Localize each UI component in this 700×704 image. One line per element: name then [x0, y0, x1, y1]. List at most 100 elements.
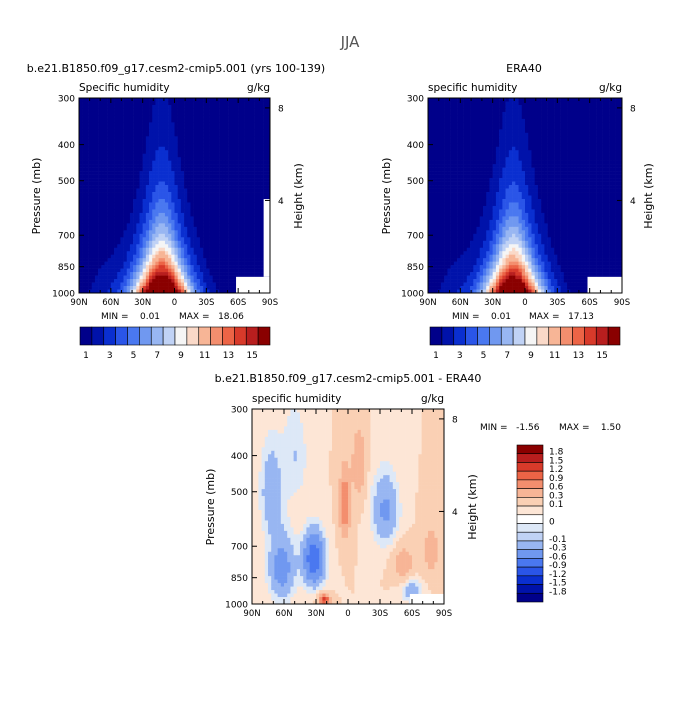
field-cell — [130, 105, 133, 109]
field-cell — [496, 126, 500, 130]
field-cell — [162, 168, 165, 172]
field-cell — [143, 269, 146, 273]
field-cell — [168, 223, 171, 227]
field-cell — [210, 119, 213, 123]
field-cell — [206, 223, 209, 227]
field-cell — [95, 140, 98, 144]
field-cell — [590, 112, 594, 116]
field-cell — [577, 171, 581, 175]
field-cell — [117, 108, 120, 112]
field-cell — [254, 164, 257, 168]
field-cell — [146, 175, 149, 179]
field-cell — [467, 185, 471, 189]
field-cell — [139, 262, 142, 266]
field-cell — [79, 206, 82, 210]
field-cell — [159, 154, 162, 158]
field-cell — [79, 272, 82, 276]
field-cell — [241, 175, 244, 179]
field-cell — [428, 182, 432, 186]
field-cell — [98, 213, 101, 217]
field-cell — [603, 108, 607, 112]
field-cell — [512, 119, 516, 123]
field-cell — [165, 258, 168, 262]
field-cell — [203, 199, 206, 203]
field-cell — [477, 129, 481, 133]
field-cell — [483, 140, 487, 144]
field-cell — [464, 161, 468, 165]
field-cell — [531, 175, 535, 179]
field-cell — [535, 164, 539, 168]
field-cell — [451, 150, 455, 154]
field-cell — [496, 122, 500, 126]
field-cell — [596, 171, 600, 175]
field-cell — [114, 115, 117, 119]
field-cell — [222, 133, 225, 137]
field-cell — [528, 154, 532, 158]
field-cell — [473, 136, 477, 140]
field-cell — [136, 209, 139, 213]
field-cell — [171, 237, 174, 241]
field-cell — [98, 196, 101, 200]
field-cell — [616, 164, 620, 168]
field-cell — [152, 140, 155, 144]
colorbar-box — [80, 327, 92, 345]
colorbar-label: 13 — [223, 351, 234, 361]
field-cell — [117, 182, 120, 186]
field-cell — [248, 262, 251, 266]
field-cell — [248, 196, 251, 200]
field-cell — [544, 175, 548, 179]
field-cell — [165, 133, 168, 137]
field-cell — [206, 126, 209, 130]
field-cell — [92, 220, 95, 224]
field-cell — [599, 98, 603, 102]
field-cell — [616, 108, 620, 112]
field-cell — [248, 230, 251, 234]
field-cell — [499, 157, 503, 161]
field-cell — [232, 283, 235, 287]
field-cell — [178, 168, 181, 172]
field-cell — [200, 286, 203, 290]
field-cell — [184, 129, 187, 133]
field-cell — [197, 126, 200, 130]
field-cell — [254, 255, 257, 259]
field-cell — [254, 185, 257, 189]
field-cell — [535, 171, 539, 175]
field-cell — [178, 185, 181, 189]
field-cell — [114, 101, 117, 105]
field-cell — [238, 98, 241, 102]
field-cell — [175, 157, 178, 161]
field-cell — [238, 209, 241, 213]
field-cell — [493, 168, 497, 172]
field-cell — [580, 171, 584, 175]
field-cell — [143, 182, 146, 186]
pressure-tick-label: 500 — [58, 177, 75, 187]
field-cell — [184, 230, 187, 234]
field-cell — [470, 119, 474, 123]
field-cell — [104, 251, 107, 255]
field-cell — [232, 143, 235, 147]
field-cell — [238, 154, 241, 158]
field-cell — [114, 230, 117, 234]
field-cell — [509, 157, 513, 161]
field-cell — [159, 161, 162, 165]
field-cell — [89, 129, 92, 133]
field-cell — [586, 182, 590, 186]
field-cell — [101, 227, 104, 231]
field-cell — [159, 209, 162, 213]
field-cell — [473, 157, 477, 161]
field-cell — [603, 154, 607, 158]
field-cell — [254, 244, 257, 248]
field-cell — [200, 168, 203, 172]
field-cell — [114, 223, 117, 227]
field-cell — [229, 230, 232, 234]
field-cell — [197, 105, 200, 109]
field-cell — [127, 269, 130, 273]
field-cell — [241, 262, 244, 266]
field-cell — [213, 248, 216, 252]
field-cell — [210, 185, 213, 189]
field-cell — [593, 122, 597, 126]
field-cell — [85, 147, 88, 151]
field-cell — [434, 101, 438, 105]
field-cell — [171, 147, 174, 151]
field-cell — [574, 164, 578, 168]
